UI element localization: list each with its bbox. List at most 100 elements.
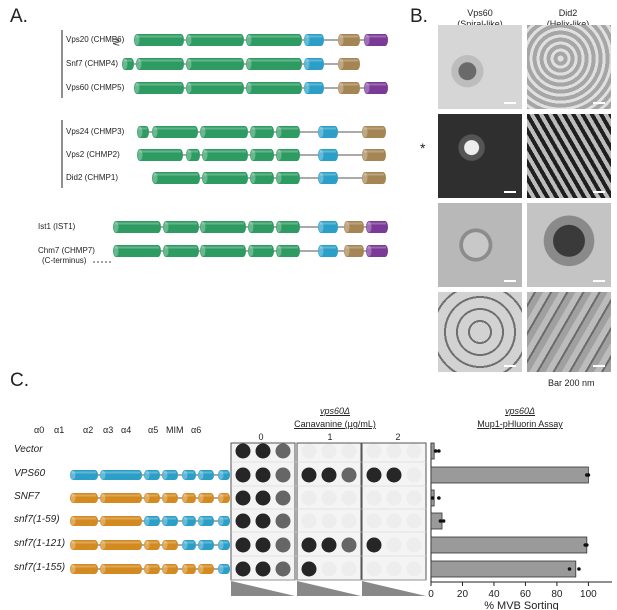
x-tick-label: 20 (457, 589, 469, 600)
x-tick-label: 100 (580, 589, 597, 600)
chart-strain-header: vps60Δ (504, 406, 536, 416)
micrograph-vps60-4 (438, 292, 522, 372)
chart-title: Mup1-pHluorin Assay (477, 419, 563, 429)
spot (366, 443, 382, 459)
bar-VPS60 (430, 466, 589, 484)
spot (406, 537, 422, 553)
x-axis-label: % MVB Sorting (484, 600, 559, 610)
helix-label: α1 (54, 425, 65, 435)
spot (341, 467, 357, 483)
data-point (437, 449, 441, 453)
bar-Vector (430, 442, 435, 460)
spot (386, 443, 402, 459)
construct-helix-4-3 (162, 540, 178, 550)
domain-core-4-1 (186, 149, 200, 161)
construct-helix-2-5 (198, 493, 214, 503)
spot (366, 513, 382, 529)
spot (366, 490, 382, 506)
domain-tan-7-6 (344, 245, 364, 257)
spot (366, 467, 382, 483)
spot (275, 537, 291, 553)
spot (341, 513, 357, 529)
panel-b-letter: B. (410, 6, 428, 27)
domain-core-6-4 (276, 221, 300, 233)
spot (406, 443, 422, 459)
spot (235, 443, 251, 459)
micrograph-vps60-2 (438, 114, 522, 198)
spot (386, 513, 402, 529)
spot (321, 537, 337, 553)
construct-helix-3-1 (100, 516, 142, 526)
spot (301, 561, 317, 577)
col-header-did2: Did2 (Helix-like) (528, 8, 608, 30)
domain-core-7-1 (163, 245, 199, 257)
spot (406, 513, 422, 529)
col-name-did2: Did2 (558, 8, 578, 18)
domain-core-1-3 (246, 58, 302, 70)
strain-label: SNF7 (14, 491, 40, 502)
construct-helix-2-1 (100, 493, 142, 503)
construct-helix-3-6 (218, 516, 230, 526)
micrograph-did2-3 (527, 203, 611, 287)
construct-helix-5-5 (198, 564, 214, 574)
col-header-vps60: Vps60 (Spiral-like) (440, 8, 520, 30)
spot (366, 537, 382, 553)
domain-mim-4-5 (318, 149, 338, 161)
construct-helix-1-4 (182, 470, 196, 480)
panel-a-letter: A. (10, 6, 28, 27)
domain-core-2-0 (134, 82, 184, 94)
domain-core-7-4 (276, 245, 300, 257)
protein-label: Vps2 (CHMP2) (66, 150, 120, 159)
spot (406, 561, 422, 577)
spot (341, 561, 357, 577)
spot (255, 443, 271, 459)
spot (301, 513, 317, 529)
col-sub-did2: (Helix-like) (546, 19, 590, 29)
spot (275, 443, 291, 459)
domain-core-6-0 (113, 221, 161, 233)
spot (321, 467, 337, 483)
domain-mim-7-5 (318, 245, 338, 257)
spot (406, 467, 422, 483)
col-name-vps60: Vps60 (467, 8, 493, 18)
spot (235, 561, 251, 577)
construct-helix-3-4 (182, 516, 196, 526)
construct-helix-3-3 (162, 516, 178, 526)
domain-core-3-4 (276, 126, 300, 138)
domain-core-3-2 (200, 126, 248, 138)
construct-helix-2-2 (144, 493, 160, 503)
domain-core-4-2 (202, 149, 248, 161)
spot (301, 467, 317, 483)
domain-tan-6-6 (344, 221, 364, 233)
myristoyl-mark: ≷ (112, 37, 120, 48)
domain-architecture-diagram: ≷ (61, 30, 388, 263)
bar-snf7(1-121) (430, 536, 588, 554)
x-tick-label: 0 (428, 589, 434, 600)
helix-label: MIM (166, 425, 184, 435)
spot (255, 513, 271, 529)
conc-0: 0 (258, 432, 264, 442)
dilution-wedge-1 (297, 581, 361, 596)
spot (235, 537, 251, 553)
protein-label: Did2 (CHMP1) (66, 173, 119, 182)
construct-helix-2-3 (162, 493, 178, 503)
conc-1: 1 (327, 432, 333, 442)
construct-helix-4-0 (70, 540, 98, 550)
spot (275, 513, 291, 529)
spot (255, 537, 271, 553)
domain-core-3-0 (137, 126, 149, 138)
construct-helix-5-4 (182, 564, 196, 574)
data-point (586, 473, 591, 477)
domain-mim-5-4 (318, 172, 338, 184)
construct-helix-1-0 (70, 470, 98, 480)
spot (321, 513, 337, 529)
construct-helix-4-6 (218, 540, 230, 550)
data-point (438, 519, 443, 523)
protein-sublabel: (C-terminus) (42, 256, 87, 265)
construct-helix-1-6 (218, 470, 230, 480)
domain-mim-1-4 (304, 58, 324, 70)
helix-label: α6 (191, 425, 202, 435)
domain-core-6-3 (248, 221, 274, 233)
spot (301, 537, 317, 553)
spot-title: Canavanine (μg/mL) (294, 419, 376, 429)
